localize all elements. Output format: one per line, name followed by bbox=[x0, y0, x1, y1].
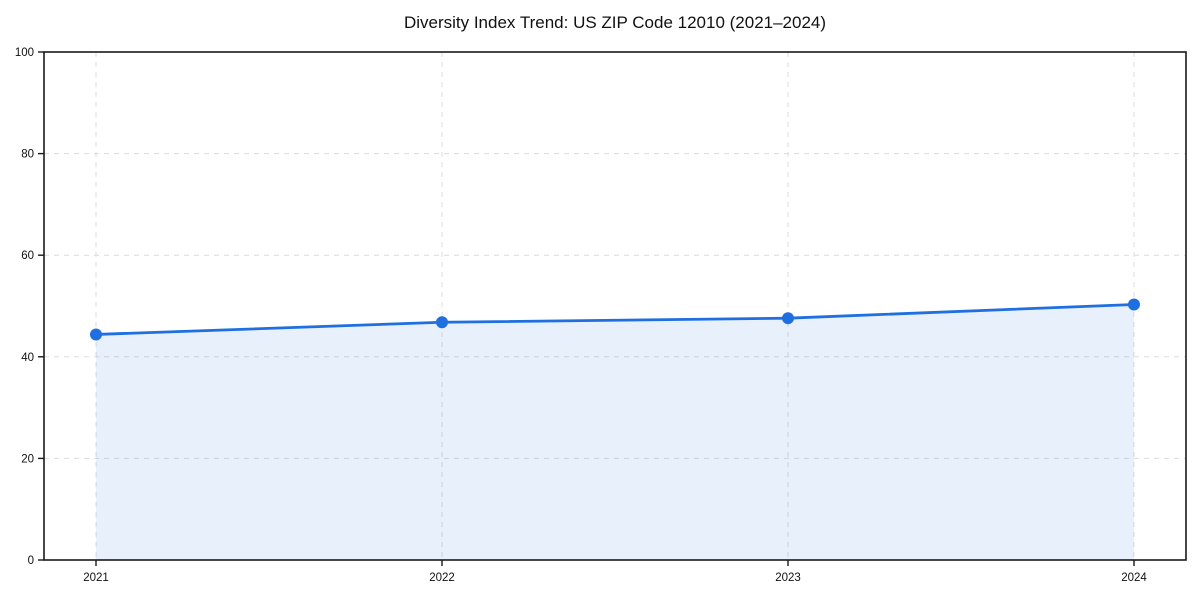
x-tick-label: 2022 bbox=[429, 572, 455, 584]
y-tick-label: 40 bbox=[21, 352, 34, 364]
x-tick-label: 2024 bbox=[1121, 572, 1147, 584]
axes-spines bbox=[43, 51, 1187, 561]
y-tick-label: 100 bbox=[15, 47, 34, 59]
data-point bbox=[436, 316, 448, 329]
data-point bbox=[1128, 298, 1140, 311]
trend-line bbox=[94, 303, 1136, 336]
area-fill bbox=[96, 304, 1134, 560]
x-tick-label: 2021 bbox=[83, 572, 109, 584]
data-point bbox=[90, 328, 102, 341]
chart-title: Diversity Index Trend: US ZIP Code 12010… bbox=[403, 13, 827, 32]
y-tick-label: 20 bbox=[21, 453, 34, 465]
data-point bbox=[782, 312, 794, 325]
y-tick-label: 0 bbox=[28, 555, 34, 567]
x-tick-label: 2023 bbox=[775, 572, 801, 584]
y-tick-label: 60 bbox=[21, 250, 34, 262]
y-tick-label: 80 bbox=[21, 149, 34, 161]
